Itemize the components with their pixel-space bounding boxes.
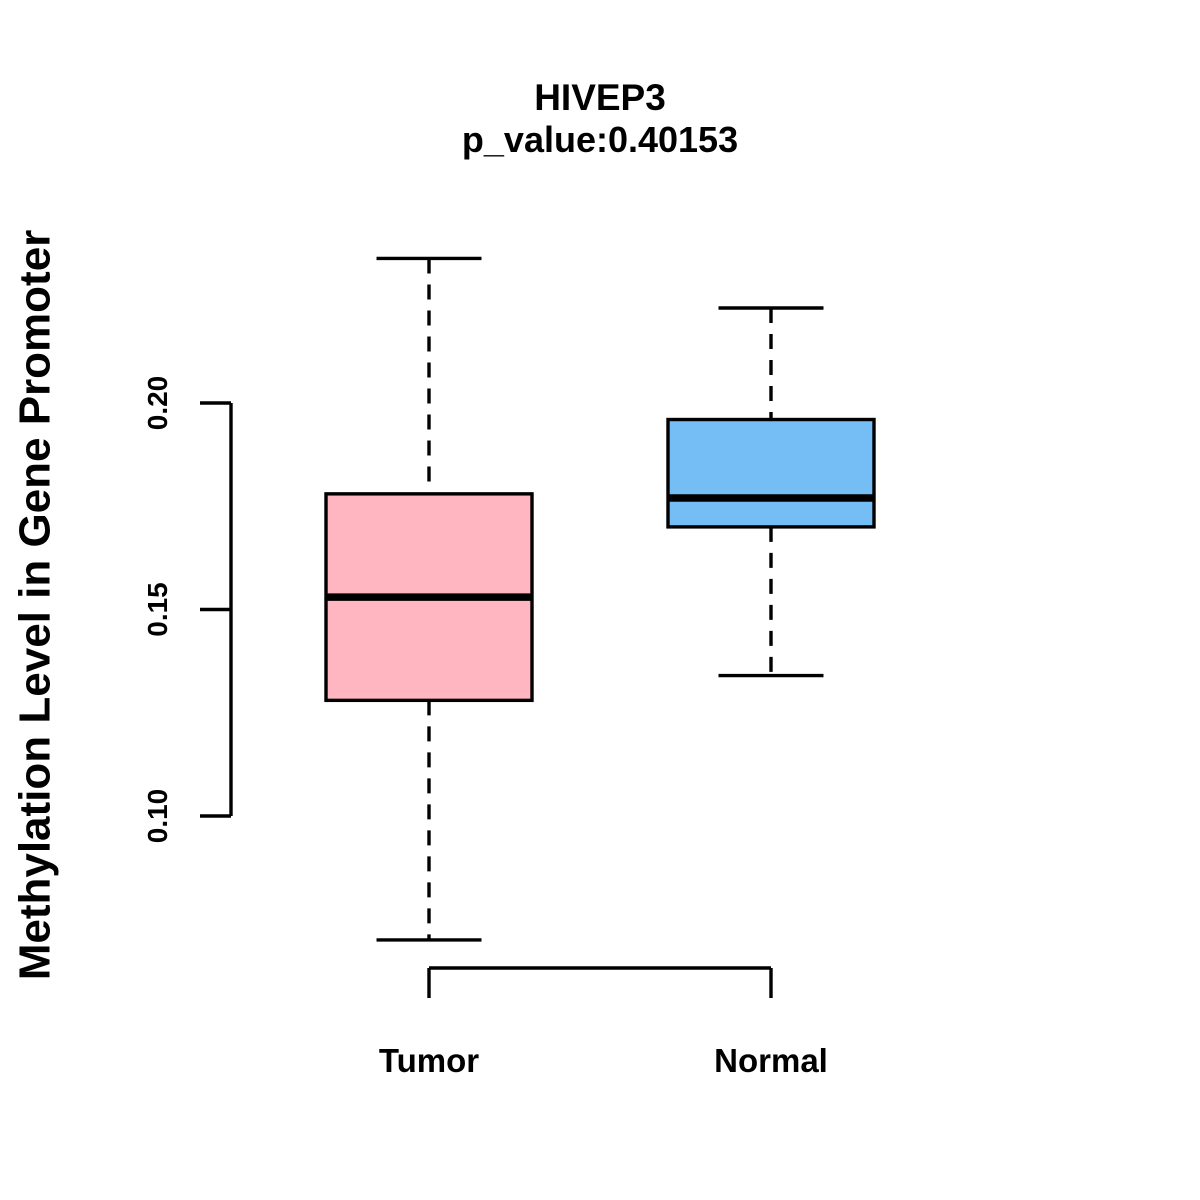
- box-series: [324, 256, 876, 942]
- category-label-normal: Normal: [714, 1042, 828, 1079]
- chart-subtitle: p_value:0.40153: [462, 119, 738, 160]
- y-tick-label: 0.10: [142, 789, 173, 844]
- y-axis-title: Methylation Level in Gene Promoter: [10, 230, 59, 981]
- y-axis: 0.10 0.15 0.20: [142, 376, 233, 844]
- y-tick-label: 0.20: [142, 376, 173, 431]
- x-axis: Tumor Normal: [379, 966, 828, 1079]
- y-tick-label: 0.15: [142, 582, 173, 637]
- chart-title: HIVEP3: [534, 77, 666, 118]
- category-label-tumor: Tumor: [379, 1042, 479, 1079]
- normal-box: [666, 417, 876, 529]
